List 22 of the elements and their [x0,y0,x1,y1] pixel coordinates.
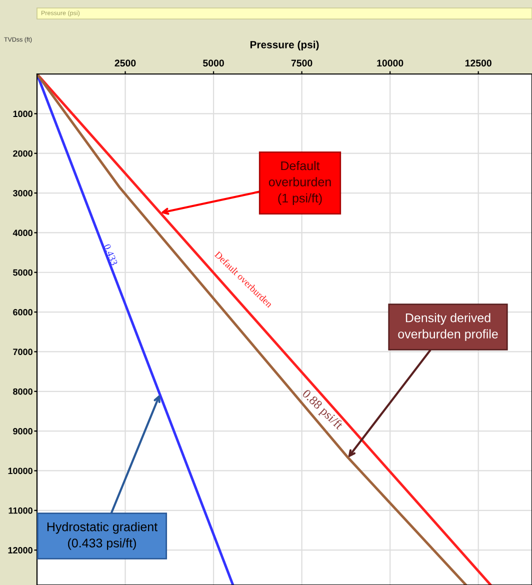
y-tick-label: 10000 [8,468,32,474]
x-tick-label: 12500 [465,60,492,67]
x-tick-label: 10000 [377,60,404,67]
annotation: Default overburden (1 psi/ft) [268,160,331,206]
y-tick-label: 9000 [13,428,32,434]
y-tick-label: 3000 [12,190,32,196]
annotation: 0.433 [104,244,118,266]
annotation: Hydrostatic gradient (0.433 psi/ft) [47,522,158,550]
y-tick-label: 6000 [13,309,32,316]
y-tick-label: 4000 [12,230,32,236]
y-tick-label: 7000 [13,348,32,356]
x-tick-label: 7500 [291,60,312,67]
y-tick-label: 5000 [13,269,32,276]
y-tick-label: 8000 [13,388,32,395]
y-tick-label: 11000 [8,507,32,514]
y-tick-label: 12000 [8,547,32,554]
annotation: Density derived overburden profile [398,313,498,341]
x-axis-title: Pressure (psi) [250,40,319,50]
y-tick-label: 2000 [13,150,32,157]
x-tick-label: 5000 [203,60,224,67]
x-tick-label: 2500 [114,60,136,67]
y-tick-label: 1000 [13,110,32,118]
